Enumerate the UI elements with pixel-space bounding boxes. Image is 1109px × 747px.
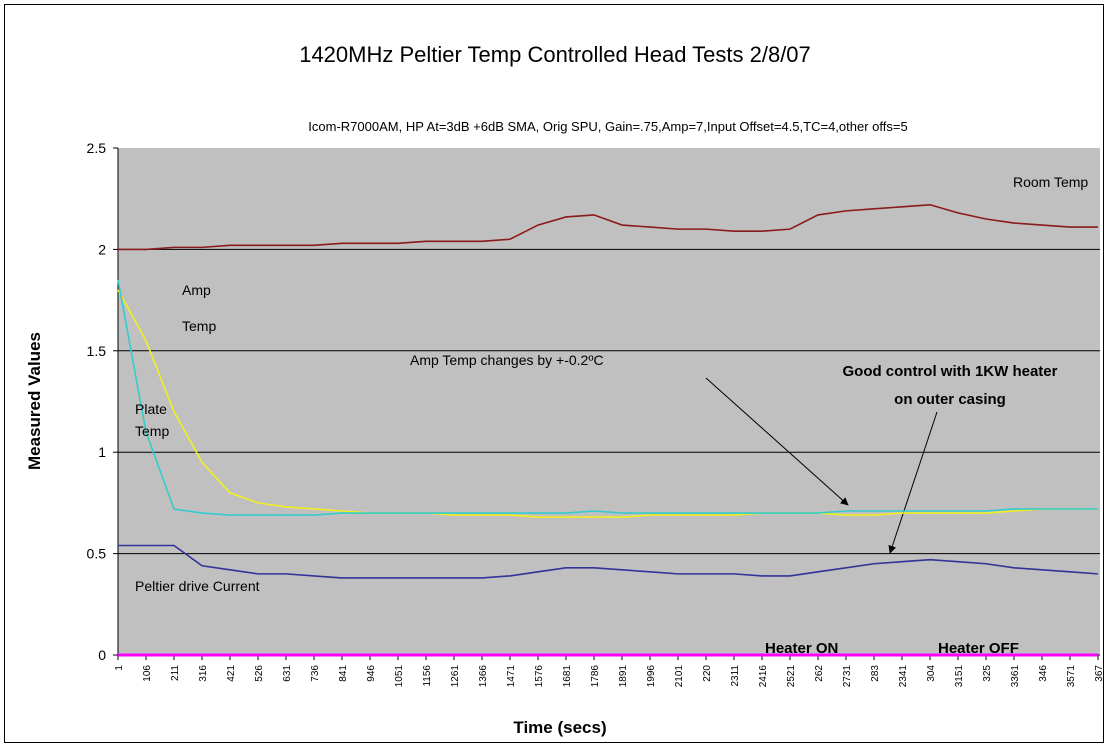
x-tick-label: 526 <box>254 665 265 682</box>
chart-subtitle: Icom-R7000AM, HP At=3dB +6dB SMA, Orig S… <box>308 119 907 134</box>
series-line <box>118 544 1099 579</box>
x-tick-label: 2521 <box>786 665 797 688</box>
series-line <box>118 203 1098 251</box>
series-label: Plate Temp <box>135 401 170 439</box>
x-tick-label: 2311 <box>730 665 741 687</box>
x-tick-label: 1576 <box>534 665 545 688</box>
x-axis-label: Time (secs) <box>513 718 606 737</box>
series-label: Amp Temp <box>182 282 217 334</box>
y-tick-label: 0 <box>98 647 106 663</box>
x-tick-label: 1 <box>114 665 125 671</box>
x-tick-label: 421 <box>226 665 237 682</box>
x-tick-label: 1996 <box>646 665 657 688</box>
annotation: Good control with 1KW heater on outer ca… <box>842 363 1058 408</box>
plot-area <box>118 148 1100 655</box>
x-tick-label: 841 <box>338 665 349 682</box>
series-line <box>117 279 1098 516</box>
x-tick-label: 1891 <box>618 665 629 688</box>
x-tick-label: 325 <box>982 665 993 682</box>
series-label: Room Temp <box>1013 174 1089 190</box>
x-tick-label: 2101 <box>674 665 685 688</box>
x-tick-label: 1366 <box>478 665 489 688</box>
x-tick-label: 3571 <box>1066 665 1077 688</box>
x-tick-label: 631 <box>282 665 293 682</box>
x-tick-label: 736 <box>310 665 321 682</box>
y-tick-label: 2 <box>98 241 106 257</box>
annotation: Heater OFF <box>938 640 1019 657</box>
y-tick-label: 1.5 <box>87 343 107 359</box>
x-tick-label: 211 <box>170 665 181 681</box>
annotation: Amp Temp changes by +-0.2ºC <box>410 352 604 368</box>
x-tick-label: 1681 <box>562 665 573 688</box>
x-tick-label: 106 <box>142 665 153 682</box>
y-tick-label: 1 <box>98 444 106 460</box>
x-tick-label: 1471 <box>506 665 517 688</box>
x-tick-label: 1786 <box>590 665 601 688</box>
annotation: Heater ON <box>765 640 839 657</box>
arrow <box>705 377 849 506</box>
x-tick-label: 1156 <box>422 665 433 687</box>
y-tick-label: 0.5 <box>87 546 107 562</box>
chart-title: 1420MHz Peltier Temp Controlled Head Tes… <box>299 42 811 67</box>
x-tick-label: 304 <box>926 665 937 682</box>
x-tick-label: 1261 <box>450 665 461 688</box>
y-axis-label: Measured Values <box>25 332 44 470</box>
x-tick-label: 3151 <box>954 665 965 688</box>
x-tick-label: 3361 <box>1010 665 1021 688</box>
series-line <box>117 289 1098 518</box>
x-tick-label: 262 <box>814 665 825 682</box>
x-tick-label: 316 <box>198 665 209 682</box>
x-tick-label: 2731 <box>842 665 853 688</box>
series-label: Peltier drive Current <box>135 578 260 594</box>
x-tick-label: 220 <box>702 665 713 682</box>
x-tick-label: 1051 <box>394 665 405 688</box>
x-tick-label: 367 <box>1094 665 1105 682</box>
x-tick-label: 283 <box>870 665 881 682</box>
x-tick-label: 946 <box>366 665 377 682</box>
x-tick-label: 2416 <box>758 665 769 688</box>
arrow <box>888 411 938 554</box>
y-tick-label: 2.5 <box>87 140 107 156</box>
x-tick-label: 346 <box>1038 665 1049 682</box>
x-tick-label: 2341 <box>898 665 909 688</box>
